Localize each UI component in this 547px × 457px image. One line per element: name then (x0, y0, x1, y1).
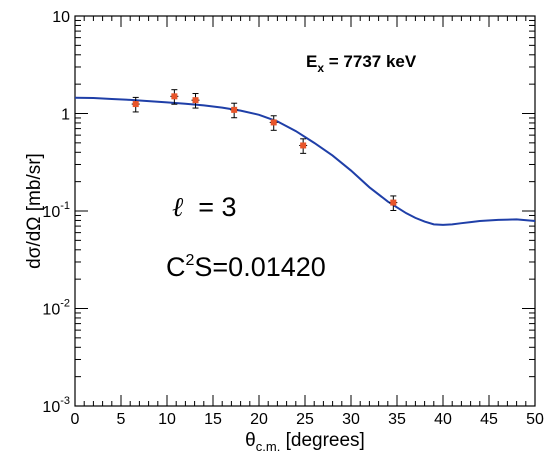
y-tick-label: 1 (61, 107, 70, 124)
x-tick-label: 5 (117, 411, 126, 428)
c2s-annotation: C2S=0.01420 (166, 252, 326, 282)
x-tick-label: 15 (204, 411, 222, 428)
data-point (300, 142, 307, 149)
y-axis-label: dσ/dΩ [mb/sr] (24, 153, 45, 269)
y-tick-label: 10-2 (42, 298, 70, 319)
x-tick-label: 10 (158, 411, 176, 428)
x-tick-label: 25 (296, 411, 314, 428)
x-tick-label: 45 (480, 411, 498, 428)
x-tick-label: 20 (250, 411, 268, 428)
axis-ticks: 0 5 10 15 20 25 30 35 40 45 50 10-3 10-2 10-1 1 10 (42, 9, 544, 428)
fit-curve (74, 96, 536, 226)
x-tick-label: 40 (434, 411, 452, 428)
x-tick-label: 35 (388, 411, 406, 428)
ell-annotation: ℓ = 3 (172, 192, 237, 223)
y-tick-label: 10-3 (42, 395, 70, 416)
y-tick-label: 10-1 (42, 200, 70, 221)
data-point (171, 93, 178, 100)
x-axis-label: θc.m. [degrees] (245, 430, 365, 454)
data-point (270, 119, 277, 126)
x-tick-label: 50 (526, 411, 544, 428)
x-tick-label: 0 (71, 411, 80, 428)
y-tick-label: 10 (52, 9, 70, 26)
data-point (192, 97, 199, 104)
chart-series (74, 89, 536, 226)
data-point (390, 199, 397, 206)
data-point (132, 101, 139, 108)
data-point (231, 106, 238, 113)
energy-annotation: Ex = 7737 keV (306, 52, 417, 75)
plot-frame (74, 15, 536, 407)
x-tick-label: 30 (342, 411, 360, 428)
